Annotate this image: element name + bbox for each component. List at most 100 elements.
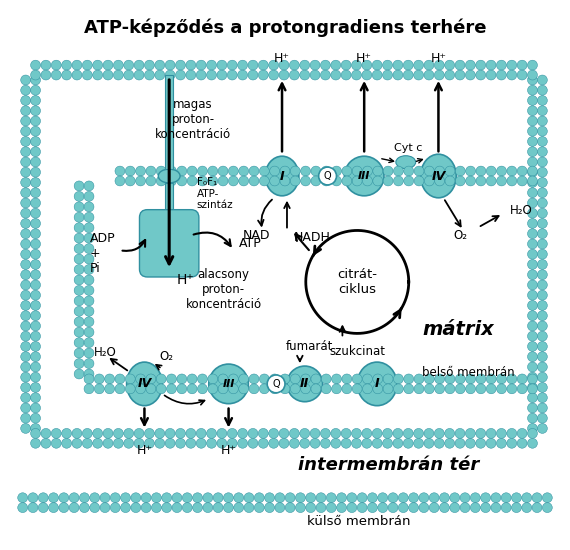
Circle shape [383,176,393,186]
Circle shape [115,374,125,384]
Circle shape [124,70,134,80]
Circle shape [522,493,532,503]
Circle shape [41,60,51,70]
Circle shape [21,96,31,106]
Circle shape [31,178,40,188]
Circle shape [300,70,310,80]
Circle shape [538,372,547,382]
Circle shape [470,493,481,503]
Circle shape [31,126,40,136]
Circle shape [363,384,372,394]
Circle shape [21,382,31,392]
Circle shape [527,428,538,438]
Circle shape [134,428,144,438]
Circle shape [373,374,382,384]
Circle shape [424,60,434,70]
Circle shape [352,374,362,384]
Circle shape [218,384,228,394]
Circle shape [352,428,361,438]
Circle shape [197,384,207,394]
Circle shape [316,493,326,503]
Circle shape [267,375,285,393]
Circle shape [79,493,89,503]
Circle shape [103,428,113,438]
Circle shape [38,493,48,503]
Bar [165,183,173,218]
Bar [165,75,173,169]
Circle shape [275,503,285,513]
Circle shape [538,85,547,95]
Circle shape [434,60,444,70]
Circle shape [507,166,517,176]
Circle shape [439,493,449,503]
Circle shape [290,438,299,448]
Circle shape [527,70,538,80]
Circle shape [223,503,233,513]
Circle shape [527,176,538,186]
Circle shape [341,438,351,448]
Circle shape [21,342,31,351]
Bar [31,65,538,75]
Circle shape [424,428,434,438]
Circle shape [280,384,290,394]
Circle shape [74,275,84,285]
Circle shape [229,374,238,384]
Circle shape [321,166,331,176]
Circle shape [196,438,206,448]
Circle shape [268,60,279,70]
Text: F₀F₁
ATP-
szintáz: F₀F₁ ATP- szintáz [197,177,234,211]
Circle shape [507,60,517,70]
Circle shape [517,384,527,394]
Circle shape [496,70,506,80]
Circle shape [393,60,403,70]
Circle shape [227,438,237,448]
Text: H₂O: H₂O [510,204,532,217]
Circle shape [21,167,31,177]
Circle shape [21,413,31,423]
Circle shape [51,60,61,70]
Circle shape [404,428,413,438]
Circle shape [124,438,134,448]
Text: O₂: O₂ [159,350,173,362]
Circle shape [69,493,79,503]
Circle shape [144,60,154,70]
Circle shape [238,428,247,438]
Circle shape [218,374,228,384]
Circle shape [156,166,166,176]
Circle shape [248,428,258,438]
Circle shape [89,493,100,503]
Circle shape [538,382,547,392]
Circle shape [217,60,227,70]
Circle shape [538,424,547,433]
Circle shape [327,503,336,513]
Circle shape [31,413,40,423]
Circle shape [372,428,382,438]
Circle shape [538,311,547,321]
Circle shape [331,70,341,80]
Circle shape [182,503,192,513]
Circle shape [270,176,280,186]
Circle shape [125,374,135,384]
Circle shape [89,503,100,513]
Circle shape [103,60,113,70]
Circle shape [527,372,538,382]
Circle shape [466,438,475,448]
Circle shape [311,166,321,176]
Circle shape [368,503,377,513]
Circle shape [527,85,538,95]
Circle shape [31,85,40,95]
Circle shape [486,70,496,80]
Circle shape [203,503,213,513]
Circle shape [373,166,382,176]
Circle shape [372,60,382,70]
Circle shape [238,60,247,70]
Circle shape [82,428,92,438]
Circle shape [239,374,249,384]
Circle shape [134,60,144,70]
Circle shape [31,403,40,413]
Circle shape [527,157,538,167]
Circle shape [362,428,372,438]
Circle shape [321,384,331,394]
Circle shape [82,438,92,448]
Circle shape [121,503,131,513]
